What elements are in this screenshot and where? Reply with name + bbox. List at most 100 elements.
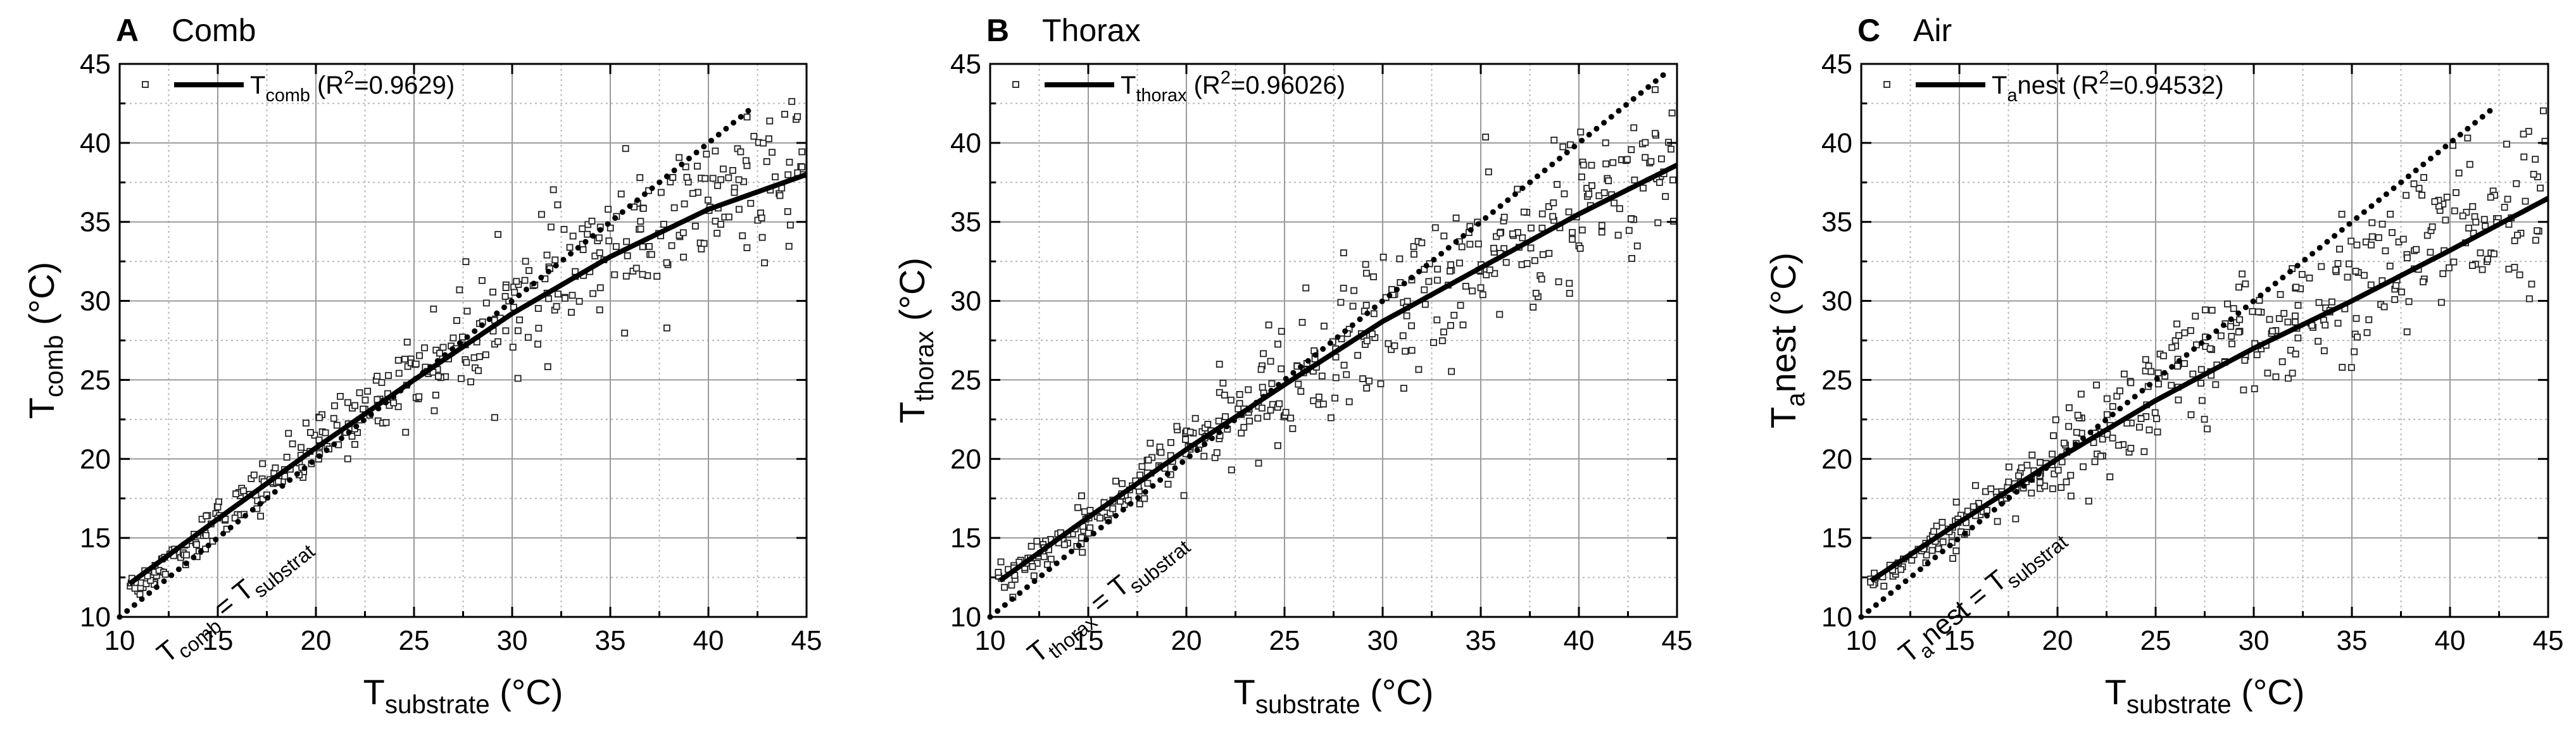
y-tick-label: 40	[1821, 128, 1852, 159]
data-point	[2532, 237, 2539, 244]
data-point	[1483, 271, 1490, 278]
data-point	[2339, 364, 2346, 371]
data-point	[637, 225, 644, 233]
data-point	[617, 190, 625, 198]
data-point	[632, 264, 640, 272]
y-tick-label: 25	[1821, 364, 1852, 395]
data-point	[2264, 370, 2271, 377]
data-point	[337, 393, 344, 400]
data-point	[2187, 411, 2195, 418]
legend-label: Tthorax (R2=0.96026)	[1121, 68, 1345, 106]
x-axis-label-sub: substrate	[2127, 690, 2232, 719]
data-point	[2151, 409, 2159, 416]
data-point	[1554, 181, 1561, 188]
data-point	[489, 289, 496, 296]
data-point	[2239, 270, 2246, 278]
data-point	[2322, 321, 2329, 329]
data-point	[758, 233, 766, 241]
data-point	[760, 139, 767, 147]
data-point	[2127, 445, 2135, 452]
data-point	[624, 252, 631, 259]
data-point	[2147, 368, 2155, 375]
data-point	[731, 189, 738, 196]
data-point	[240, 487, 247, 495]
data-point	[2522, 197, 2529, 205]
data-point	[1408, 322, 1415, 330]
data-point	[2292, 351, 2299, 357]
y-tick-label: 10	[1821, 602, 1852, 633]
data-point	[2077, 390, 2085, 398]
ticks: 10 15 20 25 30 35 40 45 10 15 20 25 30 35 40 45	[1821, 49, 2563, 656]
data-point	[2306, 274, 2313, 282]
data-point	[1493, 233, 1500, 240]
data-point	[2453, 189, 2460, 196]
data-point	[421, 344, 428, 352]
data-point	[2103, 411, 2111, 418]
x-tick-label: 45	[2533, 625, 2564, 656]
data-point	[2469, 203, 2477, 210]
data-point	[2140, 448, 2148, 456]
data-point	[1970, 503, 1977, 511]
y-tick-label: 45	[950, 49, 981, 80]
data-point	[2399, 235, 2407, 243]
data-point	[1447, 321, 1454, 329]
data-point	[2023, 461, 2031, 469]
data-point	[2464, 134, 2472, 142]
data-point	[1228, 396, 1235, 404]
y-axis-label: Tcomb (°C)	[22, 262, 68, 420]
data-point	[2404, 254, 2411, 261]
data-point	[2530, 171, 2537, 178]
data-point	[683, 173, 691, 181]
data-point	[680, 253, 688, 261]
minor-grid	[990, 64, 1677, 617]
data-point	[2378, 220, 2386, 228]
data-point	[1611, 199, 1618, 207]
data-point	[463, 308, 471, 315]
data-point	[588, 218, 596, 225]
data-point	[1157, 449, 1165, 456]
data-point	[2503, 140, 2510, 148]
data-point	[1994, 518, 2001, 525]
legend-label-sub: thorax	[1136, 85, 1187, 106]
data-point	[356, 389, 363, 397]
legend-point-marker	[1883, 81, 1890, 88]
data-point	[2145, 362, 2152, 370]
data-point	[2049, 485, 2056, 492]
data-point	[2318, 263, 2325, 270]
data-point	[1514, 185, 1521, 193]
data-point	[298, 444, 305, 451]
data-point	[2073, 428, 2080, 436]
data-point	[2091, 458, 2099, 466]
data-point	[2005, 463, 2013, 471]
minor-grid	[1861, 64, 2548, 617]
data-point	[1144, 480, 1152, 487]
data-point	[584, 230, 591, 238]
data-point	[2174, 363, 2181, 370]
data-point	[648, 251, 655, 258]
data-point	[1204, 421, 1212, 428]
y-axis-label: Tthorax (°C)	[892, 258, 939, 423]
data-point	[1431, 224, 1439, 232]
data-point	[997, 558, 1005, 566]
data-point	[2446, 264, 2453, 271]
data-point	[1578, 227, 1586, 233]
data-point	[1491, 270, 1498, 277]
data-point	[692, 222, 699, 230]
data-point	[1047, 556, 1055, 563]
data-point	[2136, 423, 2143, 431]
data-point	[2320, 347, 2328, 354]
data-point	[2346, 260, 2353, 268]
data-point	[430, 407, 438, 414]
data-point	[1625, 227, 1633, 234]
data-point	[1377, 380, 1385, 387]
legend-label-r: (R	[310, 71, 344, 99]
panel-letter: A	[116, 13, 139, 48]
data-point	[1433, 316, 1441, 324]
data-point	[1363, 385, 1371, 392]
legend-label-sup: 2	[344, 68, 354, 88]
data-point	[726, 213, 732, 221]
data-point	[2235, 283, 2242, 291]
data-point	[551, 256, 559, 264]
data-point	[2439, 270, 2447, 277]
scatter-points	[995, 86, 1677, 601]
